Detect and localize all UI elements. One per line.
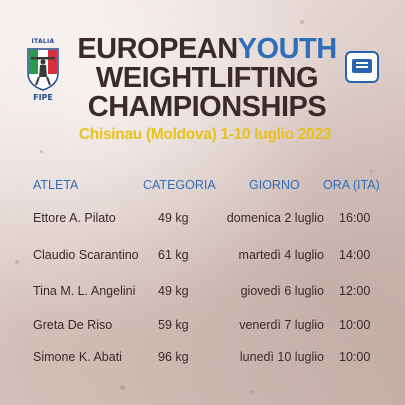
event-location-dates: Chisinau (Moldova) 1-10 luglio 2023 <box>78 126 332 143</box>
texture-speck <box>250 390 253 393</box>
texture-speck <box>300 20 304 24</box>
table-row: Claudio Scarantino 61 kg martedì 4 lugli… <box>0 248 405 268</box>
competition-time: 14:00 <box>339 248 371 262</box>
title-line-3: CHAMPIONSHIPS <box>87 91 327 123</box>
competition-time: 10:00 <box>339 350 371 364</box>
header-category: CATEGORIA <box>143 178 216 192</box>
competition-time: 16:00 <box>339 211 371 225</box>
competition-day: venerdì 7 luglio <box>239 318 324 332</box>
athlete-name: Ettore A. Pilato <box>33 211 116 225</box>
federation-logo: ITALIA FIPE <box>22 38 64 104</box>
athlete-name: Greta De Riso <box>33 318 113 332</box>
weight-category: 96 kg <box>158 350 189 364</box>
table-row: Greta De Riso 59 kg venerdì 7 luglio 10:… <box>0 318 405 338</box>
competition-time: 10:00 <box>339 318 371 332</box>
texture-speck <box>120 385 125 390</box>
competition-day: lunedì 10 luglio <box>239 350 324 364</box>
weightlifter-emblem-icon <box>27 48 59 91</box>
title-line-2: WEIGHTLIFTING <box>95 62 319 94</box>
table-row: Ettore A. Pilato 49 kg domenica 2 luglio… <box>0 211 405 231</box>
header-time: ORA (ITA) <box>323 178 380 192</box>
weight-category: 61 kg <box>158 248 189 262</box>
weight-category: 49 kg <box>158 284 189 298</box>
weight-category: 49 kg <box>158 211 189 225</box>
texture-speck <box>370 170 373 173</box>
header-day: GIORNO <box>249 178 300 192</box>
logo-federation-abbr: FIPE <box>33 93 53 102</box>
competition-time: 12:00 <box>339 284 371 298</box>
header-athlete: ATLETA <box>33 178 79 192</box>
athlete-name: Claudio Scarantino <box>33 248 139 262</box>
partner-mark-icon <box>352 59 372 73</box>
title-youth: YOUTH <box>237 33 338 65</box>
competition-day: giovedì 6 luglio <box>240 284 324 298</box>
athlete-name: Tina M. L. Angelini <box>33 284 136 298</box>
weight-category: 59 kg <box>158 318 189 332</box>
title-european: EUROPEAN <box>77 33 238 65</box>
texture-speck <box>15 260 19 264</box>
partner-logo <box>345 51 379 83</box>
texture-speck <box>40 150 43 153</box>
competition-day: domenica 2 luglio <box>226 211 324 225</box>
logo-country-label: ITALIA <box>31 38 55 45</box>
athlete-name: Simone K. Abati <box>33 350 122 364</box>
table-row: Tina M. L. Angelini 49 kg giovedì 6 lugl… <box>0 284 405 304</box>
title-line-1: EUROPEANYOUTH <box>77 35 337 64</box>
competition-day: martedì 4 luglio <box>238 248 324 262</box>
table-row: Simone K. Abati 96 kg lunedì 10 luglio 1… <box>0 350 405 370</box>
